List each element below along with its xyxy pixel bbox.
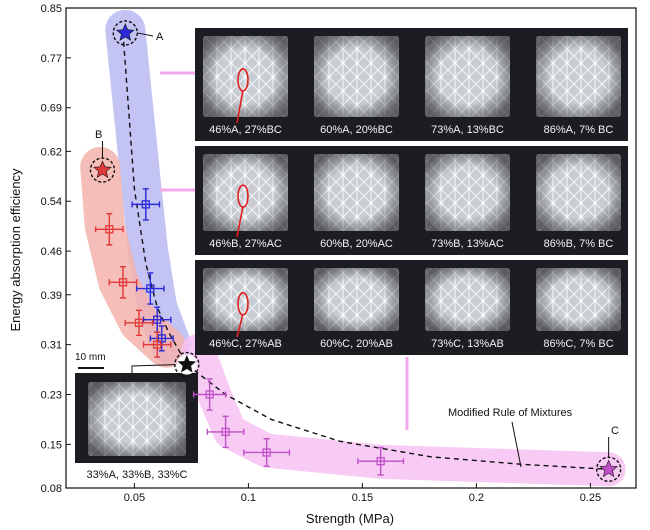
inset-photos: 46%A, 27%BC 60%A, 20%BC 73%A, 13%BC 86%A, 7… — [75, 28, 628, 463]
inset-photo-shade-r2c4 — [536, 154, 621, 231]
inset-label-r2c3: 73%B, 13%AC — [431, 238, 504, 250]
fit-curve-group — [122, 32, 609, 470]
fit-curve-leader — [511, 421, 522, 468]
inset-photo-shade-r3c4 — [536, 268, 621, 331]
mix-photo-leader — [131, 364, 175, 373]
inset-photo-shade-r2c1 — [203, 154, 288, 231]
inset-label-r2c4: 86%B, 7% BC — [544, 238, 614, 250]
point-b-3 — [118, 278, 128, 287]
band-c — [181, 333, 626, 487]
inset-label-r3c2: 60%C, 20%AB — [320, 338, 393, 350]
point-c-4-errorbar — [206, 415, 245, 449]
inset-label-r2c2: 60%B, 20%AC — [320, 238, 393, 250]
point-a-5-errorbar — [149, 325, 174, 352]
inset-photo-shade-r2c3 — [425, 154, 510, 231]
x-tick-label-3: 0.15 — [352, 492, 373, 504]
point-b-4-errorbar — [124, 309, 154, 336]
leader-a — [137, 32, 154, 37]
point-a-3-errorbar — [135, 272, 165, 305]
x-axis-label: Strength (MPa) — [306, 511, 394, 526]
mix-photo-shade — [88, 382, 186, 456]
point-a-1 — [115, 23, 135, 41]
inset-photo-shade-r1c3 — [425, 36, 510, 117]
point-c-2-errorbar — [357, 446, 405, 476]
point-b-3-errorbar — [108, 266, 138, 299]
y-tick-label-8: 0.62 — [41, 146, 62, 158]
y-tick-label-4: 0.31 — [41, 340, 62, 352]
inset-photo-shade-r3c1 — [203, 268, 288, 331]
data-points — [89, 20, 622, 482]
inset-label-r3c1: 46%C, 27%AB — [209, 338, 282, 350]
inset-photo-shade-r2c2 — [314, 154, 399, 231]
fit-curve-label: Modified Rule of Mixtures — [448, 407, 573, 419]
point-a-5 — [157, 334, 166, 343]
y-axis-label: Energy absorption efficiency — [8, 168, 23, 332]
y-tick-label-6: 0.46 — [41, 246, 62, 258]
point-label-a: A — [156, 31, 164, 43]
y-tick-label-5: 0.39 — [41, 290, 62, 302]
point-label-c: C — [611, 425, 619, 437]
point-c-3-errorbar — [243, 438, 291, 467]
point-c-5-errorbar — [192, 378, 227, 411]
highlight-leader-2 — [236, 205, 244, 238]
inset-label-r1c4: 86%A, 7% BC — [544, 124, 614, 136]
mix-point-label: 33%A, 33%B, 33%C — [87, 469, 188, 481]
inset-photo-shade-r3c2 — [314, 268, 399, 331]
inset-photo-shade-r1c1 — [203, 36, 288, 117]
point-b-1 — [93, 160, 112, 179]
point-b-5-errorbar — [142, 331, 172, 358]
y-tick-label-2: 0.15 — [41, 439, 62, 451]
point-b-4 — [134, 318, 144, 327]
point-c-2 — [376, 457, 385, 466]
y-tick-label-7: 0.54 — [41, 196, 62, 208]
inset-photo-shade-r1c4 — [536, 36, 621, 117]
scale-bar-label: 10 mm — [75, 352, 106, 363]
inset-label-r3c4: 86%C, 7% BC — [543, 338, 613, 350]
x-tick-label-4: 0.2 — [469, 492, 484, 504]
point-c-5 — [205, 390, 214, 399]
plot-frame — [65, 7, 637, 489]
y-tick-label-1: 0.08 — [41, 483, 62, 495]
point-c-3 — [262, 448, 271, 457]
fit-curve — [122, 32, 609, 470]
y-tick-label-10: 0.77 — [41, 53, 62, 65]
x-tick-label-1: 0.05 — [124, 492, 145, 504]
point-b-5 — [153, 340, 162, 349]
point-b-2 — [105, 225, 114, 234]
point-a-4-errorbar — [142, 306, 172, 333]
y-tick-label-3: 0.23 — [41, 389, 62, 401]
axes: 0.05 0.1 0.15 0.2 0.25 0.08 0.15 0.23 0.31 0.39 0.… — [41, 3, 637, 504]
point-a-4 — [153, 315, 162, 324]
point-label-b: B — [95, 129, 102, 141]
point-c-4 — [221, 427, 230, 437]
highlight-leader-1 — [236, 89, 244, 124]
inset-label-r1c2: 60%A, 20%BC — [320, 124, 393, 136]
inset-photo-shade-r1c2 — [314, 36, 399, 117]
mix-point — [177, 354, 197, 373]
mix-point-ring — [174, 351, 200, 378]
inset-label-r1c3: 73%A, 13%BC — [431, 124, 504, 136]
inset-label-r2c1: 46%B, 27%AC — [209, 238, 282, 250]
inset-label-r3c3: 73%C, 13%AB — [431, 338, 504, 350]
x-tick-label-5: 0.25 — [580, 492, 601, 504]
inset-photo-shade-r3c3 — [425, 268, 510, 331]
point-a-3 — [146, 284, 155, 293]
y-tick-label-9: 0.69 — [41, 103, 62, 115]
point-b-2-errorbar — [94, 213, 124, 246]
x-tick-label-2: 0.1 — [241, 492, 256, 504]
point-c-1 — [599, 459, 618, 478]
y-tick-label-11: 0.85 — [41, 3, 62, 15]
inset-label-r1c1: 46%A, 27%BC — [209, 124, 282, 136]
highlight-leader-3 — [236, 313, 244, 338]
point-a-2 — [141, 200, 150, 209]
point-a-2-errorbar — [131, 188, 161, 221]
